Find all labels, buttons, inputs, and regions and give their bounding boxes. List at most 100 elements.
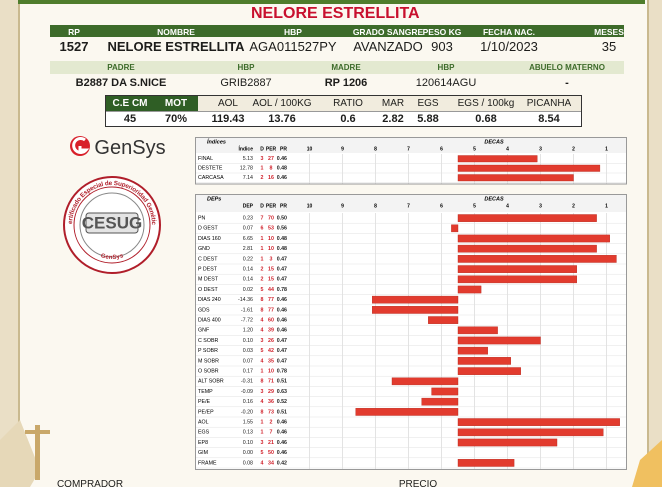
carcass-value: 119.43 [211,113,245,125]
parents-header: HBP [237,63,255,72]
deca-tick-label: 9 [341,146,344,152]
row-name: P DEST [198,267,218,273]
carcass-value: 0.6 [340,113,356,125]
row-name: DIAS 240 [198,297,221,303]
carcass-header: C.E CM [112,98,148,109]
carcass-value: 13.76 [268,113,296,125]
row-value: 0.47 [277,277,287,283]
row-value: 0.51 [277,379,287,385]
deca-tick-label: 5 [473,146,476,152]
row-value: 21 [268,440,274,446]
row-value: 0.14 [243,277,253,283]
deca-bar [457,275,578,284]
row-value: 0.47 [277,358,287,364]
deca-bar [451,224,459,233]
row-name: DIAS 400 [198,318,221,324]
row-value: 5.13 [243,156,253,162]
deca-bar [457,214,597,222]
deca-bar [371,295,459,304]
row-value: 2 [261,175,264,181]
row-value: 4 [261,318,264,324]
column-header: Índice [239,144,254,152]
row-value: 1 [261,369,264,375]
row-name: EP8 [198,440,208,446]
row-value: 8 [261,297,264,303]
row-name: AOL [198,420,209,426]
deca-bar [457,164,601,172]
row-value: 10 [268,246,274,252]
deca-bar [457,336,541,345]
row-value: 15 [268,267,274,273]
parents-header-bar [50,61,624,74]
buyer-label: COMPRADOR [56,479,124,487]
row-value: 5 [261,287,264,293]
row-name: D GEST [198,226,218,232]
parents-value: 120614AGU [415,77,477,89]
animal-value: 1/10/2023 [480,39,538,54]
animal-value: AGA011527PY [249,39,337,54]
deca-bar [421,397,459,406]
parents-header: PADRE [107,63,135,72]
carcass-value: 70% [164,113,188,125]
deca-tick-label: 6 [440,203,443,209]
row-value: 0.46 [277,440,287,446]
deca-bar [355,408,459,416]
row-value: 53 [268,226,274,232]
row-name: O DEST [198,287,218,293]
animal-header: RP [68,26,80,37]
deca-bar [428,316,459,324]
row-value: 7.14 [243,175,253,181]
parents-value: B2887 DA S.NICE [75,77,167,89]
animal-value: NELORE ESTRELLITA [107,39,245,54]
row-value: 5 [261,450,264,456]
row-name: FRAME [198,460,217,466]
row-value: 16 [268,175,274,181]
seal-ring-text: GenSys [100,253,125,261]
row-value: 4 [261,460,264,466]
row-value: 0.46 [277,450,287,456]
deca-bar [457,367,521,375]
animal-header-bar [50,25,624,37]
animal-header: GRADO SANGRE [352,26,424,37]
row-value: 3 [261,389,264,395]
row-value: 26 [268,338,274,344]
column-header: D [260,146,264,152]
deca-bar [457,418,620,426]
row-value: 39 [268,328,274,334]
row-value: 0.13 [243,430,253,436]
carcass-header: MAR [381,98,405,109]
row-value: 42 [268,348,274,354]
deca-bar [457,265,578,273]
column-header: DEP [243,203,254,209]
animal-value: 1527 [59,39,89,54]
deca-tick-label: 1 [605,146,608,152]
animal-value: 903 [431,39,453,54]
column-header: PR [280,203,287,209]
row-value: 10 [268,369,274,375]
left-ornament [0,420,50,487]
top-rule [18,0,645,4]
row-value: 0.47 [277,338,287,344]
carcass-header: EGS / 100kg [457,98,515,109]
row-value: 1.20 [243,328,253,334]
row-value: 8 [261,409,264,415]
deca-bar [391,377,459,386]
title: NELORE ESTRELLITA [251,5,420,22]
row-value: 15 [268,277,274,283]
row-value: 2 [261,267,264,273]
deca-tick-label: 4 [506,203,509,209]
deca-bar [457,459,515,467]
row-value: 1 [261,246,264,252]
deca-tick-label: 8 [374,146,377,152]
deca-bar [457,174,574,182]
row-name: C DEST [198,256,218,262]
row-name: PE/E [198,399,211,405]
deca-tick-label: 5 [473,203,476,209]
row-value: 0.46 [277,307,287,313]
row-value: 0.47 [277,348,287,354]
animal-header: HBP [284,26,302,37]
animal-header: MESES [594,26,624,37]
row-value: 0.23 [243,216,253,222]
row-value: 0.10 [243,440,253,446]
